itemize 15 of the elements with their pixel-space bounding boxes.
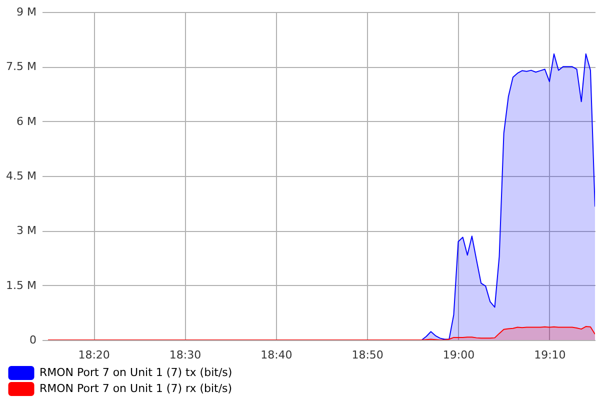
y-tick-label: 4.5 M bbox=[6, 170, 36, 182]
y-tick-label: 0 bbox=[30, 334, 36, 346]
y-tick-label: 7.5 M bbox=[6, 60, 36, 74]
legend-label: RMON Port 7 on Unit 1 (7) rx (bit/s) bbox=[40, 382, 232, 395]
legend-label: RMON Port 7 on Unit 1 (7) tx (bit/s) bbox=[40, 366, 232, 379]
y-tick-label: 6 M bbox=[16, 114, 36, 128]
x-tick-label: 19:00 bbox=[442, 348, 475, 362]
y-tick-label: 1.5 M bbox=[6, 278, 36, 292]
x-tick-label: 19:10 bbox=[534, 348, 566, 362]
x-tick-label: 18:50 bbox=[352, 348, 384, 362]
x-tick-label: 18:20 bbox=[78, 348, 110, 362]
y-tick-label: 9 M bbox=[16, 6, 36, 18]
x-tick-label: 18:30 bbox=[169, 348, 202, 362]
x-tick-label: 18:40 bbox=[260, 348, 292, 362]
y-tick-label: 3 M bbox=[16, 224, 36, 238]
